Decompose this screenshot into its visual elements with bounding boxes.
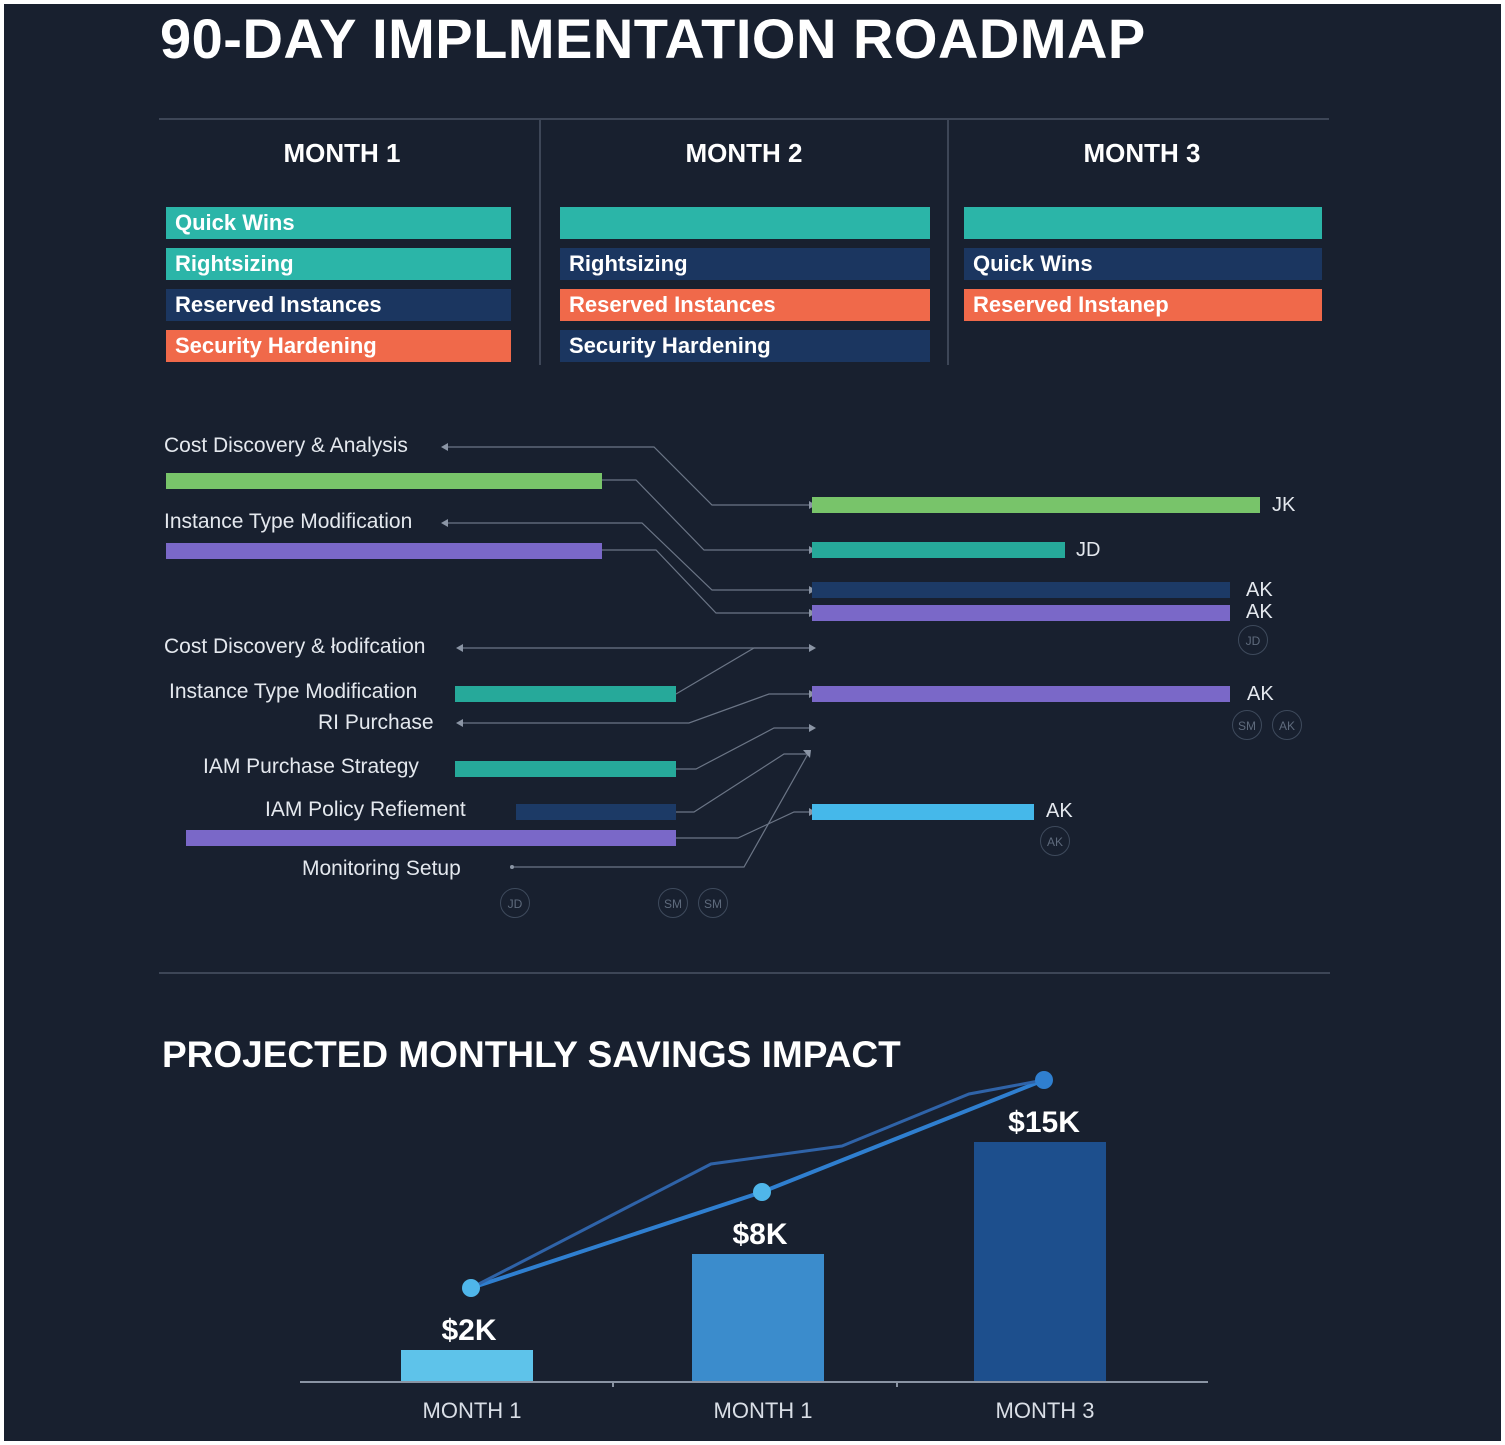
month-1-bar-reserved-instances: Reserved Instances: [166, 289, 511, 321]
gantt-bar-instance-type: [166, 543, 602, 559]
month-1-bar-quick-wins: Quick Wins: [166, 207, 511, 239]
owner-tag: AK: [1247, 683, 1274, 705]
month-2-bar-empty: [560, 207, 930, 239]
connector-6: [675, 647, 809, 695]
connector-11: [512, 751, 810, 868]
trend-point: [462, 1279, 480, 1297]
gantt-label-cost-discovery: Cost Discovery & Analysis: [164, 434, 408, 457]
bar-3: [974, 1142, 1106, 1382]
owner-tag: AK: [1046, 800, 1073, 822]
month-3-bar-quick-wins: Quick Wins: [964, 248, 1322, 280]
month-3-bar-empty: [964, 207, 1322, 239]
gantt-label-ri-purchase: RI Purchase: [318, 711, 434, 734]
savings-chart: MONTH 1 MONTH 1 MONTH 3 $2K $8K $15K: [300, 1071, 1208, 1423]
avatar: JD: [1238, 625, 1268, 655]
gantt-right-bar-2: [812, 542, 1065, 558]
trend-point: [753, 1183, 771, 1201]
avatar: AK: [1040, 826, 1070, 856]
gantt-label-cost-discovery-modification: Cost Discovery & łodifcation: [164, 635, 426, 658]
month-1-header: MONTH 1: [283, 138, 401, 168]
connector-7: [459, 693, 809, 724]
connector-9: [676, 753, 809, 813]
trend-point: [1035, 1071, 1053, 1089]
value-label: $8K: [732, 1218, 787, 1251]
month-2-bar-rightsizing: Rightsizing: [560, 248, 930, 280]
arrowhead: [803, 750, 811, 758]
connector-4: [602, 549, 809, 614]
arrowhead: [809, 644, 816, 652]
gantt-label-instance-type-2: Instance Type Modification: [169, 680, 418, 703]
gantt-right-bar-6: [812, 804, 1034, 820]
gantt-bar-iam-purchase-strategy: [455, 761, 676, 777]
avatar: SM: [658, 888, 688, 918]
roadmap-canvas: 90-DAY IMPLMENTATION ROADMAP MONTH 1 MON…: [4, 4, 1501, 1441]
avatar: SM: [1232, 710, 1262, 740]
month-2-bar-security-hardening: Security Hardening: [560, 330, 930, 362]
connector-10: [676, 811, 809, 839]
section-divider: [159, 972, 1330, 974]
month-1-bar-rightsizing: Rightsizing: [166, 248, 511, 280]
gantt-right-bar-4: [812, 605, 1230, 621]
arrowhead: [456, 719, 463, 727]
x-tick-label: MONTH 3: [996, 1398, 1095, 1423]
connector-8: [676, 727, 809, 770]
x-tick-label: MONTH 1: [423, 1398, 522, 1423]
bar-2: [692, 1254, 824, 1382]
arrowhead: [456, 644, 463, 652]
gantt-bar-cost-discovery: [166, 473, 602, 489]
month-divider-1: [539, 119, 541, 365]
connector-dot: [510, 865, 514, 869]
month-3-header: MONTH 3: [1083, 138, 1201, 168]
value-label: $15K: [1008, 1106, 1080, 1139]
avatar: AK: [1272, 710, 1302, 740]
owner-tag: AK: [1246, 601, 1273, 623]
savings-chart-title: PROJECTED MONTHLY SAVINGS IMPACT: [162, 1034, 901, 1075]
month-1-bar-security-hardening: Security Hardening: [166, 330, 511, 362]
gantt-label-instance-type: Instance Type Modification: [164, 510, 413, 533]
arrowhead: [441, 519, 448, 527]
arrowhead: [809, 724, 816, 732]
bar-1: [401, 1350, 533, 1382]
owner-tag: JK: [1272, 494, 1296, 516]
gantt-connectors: [441, 443, 816, 869]
arrowhead: [441, 443, 448, 451]
gantt-bar-iam-policy-2: [186, 830, 676, 846]
gantt-right-bar-3: [812, 582, 1230, 598]
month-2-header: MONTH 2: [685, 138, 803, 168]
trend-line-secondary: [470, 1078, 1045, 1290]
connector-1: [444, 446, 809, 506]
month-2-bar-reserved-instances: Reserved Instances: [560, 289, 930, 321]
x-tick-label: MONTH 1: [714, 1398, 813, 1423]
gantt-label-monitoring-setup: Monitoring Setup: [302, 857, 461, 880]
connector-2: [602, 479, 809, 551]
avatar: SM: [698, 888, 728, 918]
avatar: JD: [500, 888, 530, 918]
value-label: $2K: [441, 1314, 496, 1347]
page-title: 90-DAY IMPLMENTATION ROADMAP: [160, 7, 1146, 70]
gantt-right-bar-5: [812, 686, 1230, 702]
gantt-bar-iam-policy: [516, 804, 676, 820]
gantt-label-iam-policy: IAM Policy Refiement: [265, 798, 466, 821]
month-grid-top-rule: [159, 118, 1329, 120]
gantt-bar-instance-type-2: [455, 686, 676, 702]
owner-tag: AK: [1246, 579, 1273, 601]
gantt-label-iam-purchase-strategy: IAM Purchase Strategy: [203, 755, 419, 778]
gantt-right-bar-1: [812, 497, 1260, 513]
owner-tag: JD: [1076, 539, 1101, 561]
month-3-bar-reserved-instanep: Reserved Instanep: [964, 289, 1322, 321]
connector-3: [444, 522, 809, 591]
month-divider-2: [947, 119, 949, 365]
